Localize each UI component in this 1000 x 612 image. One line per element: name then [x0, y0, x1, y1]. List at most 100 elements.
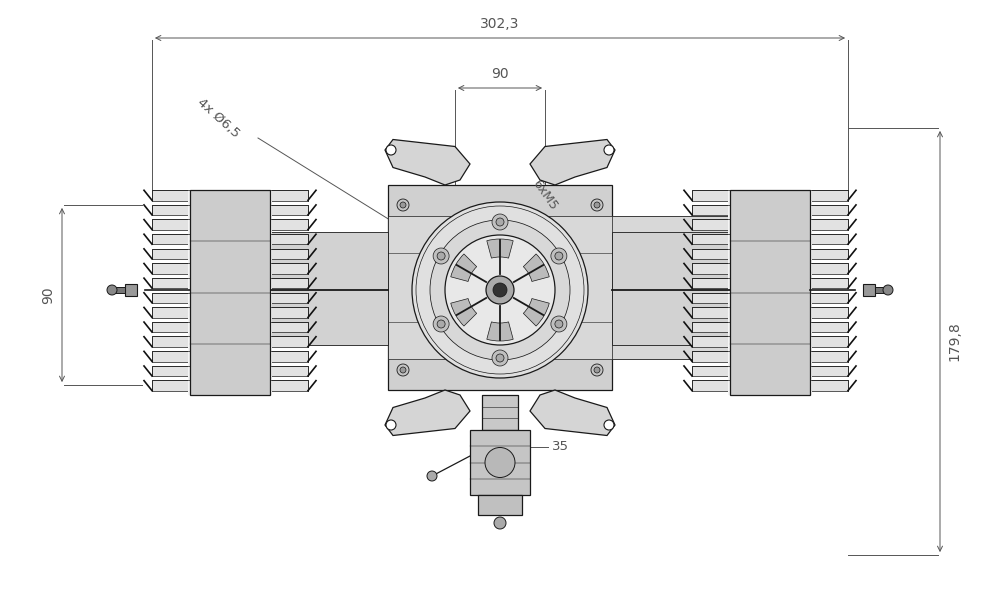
- Bar: [692, 278, 848, 288]
- Bar: [692, 380, 848, 391]
- Bar: [692, 248, 848, 259]
- Bar: [728, 278, 812, 293]
- Bar: [152, 248, 308, 259]
- Bar: [482, 395, 518, 430]
- Circle shape: [883, 285, 893, 295]
- Circle shape: [604, 420, 614, 430]
- Bar: [152, 263, 308, 274]
- Circle shape: [492, 214, 508, 230]
- Bar: [728, 366, 812, 380]
- Bar: [188, 248, 272, 263]
- Bar: [188, 234, 272, 248]
- Bar: [728, 190, 812, 204]
- Bar: [692, 366, 848, 376]
- Circle shape: [433, 248, 449, 264]
- Bar: [388, 216, 730, 359]
- Bar: [152, 293, 308, 303]
- Wedge shape: [523, 299, 549, 326]
- Bar: [730, 190, 810, 395]
- Circle shape: [400, 367, 406, 373]
- Circle shape: [496, 218, 504, 226]
- Circle shape: [492, 350, 508, 366]
- Circle shape: [445, 235, 555, 345]
- Bar: [152, 337, 308, 347]
- Bar: [188, 278, 272, 293]
- Bar: [728, 380, 812, 395]
- Bar: [188, 351, 272, 366]
- Bar: [152, 278, 308, 288]
- Bar: [863, 284, 875, 296]
- Text: 35: 35: [552, 441, 569, 453]
- Text: 302,3: 302,3: [480, 17, 520, 31]
- Circle shape: [107, 285, 117, 295]
- Bar: [692, 293, 848, 303]
- Bar: [188, 337, 272, 351]
- Bar: [270, 232, 388, 345]
- Circle shape: [496, 354, 504, 362]
- Circle shape: [430, 220, 570, 360]
- Bar: [190, 190, 270, 395]
- Circle shape: [437, 320, 445, 328]
- Circle shape: [486, 276, 514, 304]
- Bar: [152, 351, 308, 362]
- Bar: [692, 337, 848, 347]
- Bar: [188, 263, 272, 278]
- Bar: [728, 351, 812, 366]
- Text: 90: 90: [491, 67, 509, 81]
- Bar: [728, 204, 812, 219]
- Polygon shape: [385, 140, 470, 185]
- Bar: [692, 190, 848, 201]
- Bar: [692, 234, 848, 244]
- Bar: [728, 263, 812, 278]
- Bar: [152, 204, 308, 215]
- Circle shape: [604, 145, 614, 155]
- Bar: [152, 322, 308, 332]
- Circle shape: [555, 320, 563, 328]
- Circle shape: [400, 202, 406, 208]
- Bar: [692, 307, 848, 318]
- Circle shape: [551, 248, 567, 264]
- Bar: [692, 219, 848, 230]
- Wedge shape: [451, 299, 477, 326]
- Bar: [692, 322, 848, 332]
- Circle shape: [591, 364, 603, 376]
- Bar: [152, 219, 308, 230]
- Wedge shape: [523, 254, 549, 282]
- Bar: [188, 219, 272, 234]
- Circle shape: [433, 316, 449, 332]
- Bar: [188, 366, 272, 380]
- Circle shape: [397, 199, 409, 211]
- Bar: [728, 219, 812, 234]
- Bar: [612, 216, 770, 359]
- Text: 6xM5: 6xM5: [530, 177, 560, 212]
- Bar: [152, 190, 308, 201]
- Circle shape: [386, 420, 396, 430]
- Bar: [152, 307, 308, 318]
- Bar: [612, 232, 730, 345]
- Bar: [188, 293, 272, 307]
- Circle shape: [591, 199, 603, 211]
- Bar: [188, 190, 272, 204]
- Circle shape: [412, 202, 588, 378]
- Bar: [125, 284, 137, 296]
- Circle shape: [551, 316, 567, 332]
- Text: 90: 90: [41, 286, 55, 304]
- Bar: [692, 263, 848, 274]
- Polygon shape: [530, 140, 615, 185]
- Bar: [152, 234, 308, 244]
- Circle shape: [485, 447, 515, 477]
- Bar: [188, 204, 272, 219]
- Polygon shape: [385, 390, 470, 436]
- Bar: [470, 430, 530, 495]
- Circle shape: [386, 145, 396, 155]
- Bar: [728, 293, 812, 307]
- Bar: [692, 204, 848, 215]
- Circle shape: [427, 471, 437, 481]
- Wedge shape: [451, 254, 477, 282]
- Circle shape: [493, 283, 507, 297]
- Bar: [152, 380, 308, 391]
- Circle shape: [494, 517, 506, 529]
- Bar: [188, 307, 272, 322]
- Circle shape: [594, 367, 600, 373]
- Bar: [728, 337, 812, 351]
